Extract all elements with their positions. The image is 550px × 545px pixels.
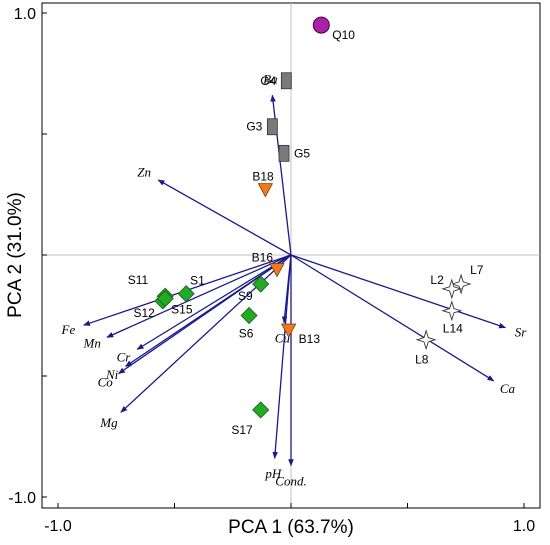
point-label: G5 <box>294 146 310 160</box>
point-label: S15 <box>171 303 193 317</box>
variable-label: Fe <box>61 322 76 337</box>
variable-arrow <box>136 254 292 350</box>
point-label: G4 <box>260 74 276 88</box>
variable-arrow <box>157 179 292 256</box>
variable-arrow <box>290 254 507 329</box>
variable-arrow <box>272 254 292 459</box>
point-label: S11 <box>128 273 149 287</box>
variable-label: Co <box>98 374 114 389</box>
y-tick-label: -1.0 <box>8 490 36 507</box>
axis-ticks: -1.0 1.0 1.0 -1.0 <box>8 6 535 535</box>
point-label: Q10 <box>332 28 355 42</box>
x-axis-title: PCA 1 (63.7%) <box>228 517 354 538</box>
star-marker <box>415 329 437 351</box>
variable-label: Sr <box>515 325 528 340</box>
sample-points <box>154 16 472 419</box>
point-label: S1 <box>190 274 205 288</box>
variable-arrow <box>124 254 292 367</box>
x-tick-label: 1.0 <box>513 518 535 535</box>
square-marker <box>266 118 278 136</box>
square-marker <box>280 72 292 90</box>
diamond-marker <box>156 289 174 308</box>
point-label: B18 <box>252 170 274 184</box>
variable-label: Ba <box>263 71 278 86</box>
x-tick-label: -1.0 <box>44 518 72 535</box>
point-label: B16 <box>252 251 274 265</box>
star-marker <box>450 273 472 295</box>
variable-label: Cond. <box>275 474 306 489</box>
variable-arrow <box>106 254 292 338</box>
point-label: S9 <box>238 289 253 303</box>
point-label: L14 <box>443 322 463 336</box>
diamond-marker <box>252 401 270 419</box>
variable-label: Mg <box>99 415 118 430</box>
triangle-marker <box>269 263 285 278</box>
variable-label: Mn <box>83 336 101 351</box>
point-label: S17 <box>231 423 253 437</box>
y-tick-label: 1.0 <box>14 6 36 23</box>
point-label: L8 <box>415 353 429 367</box>
variable-label: Zn <box>137 164 151 179</box>
point-labels: S1 S11 S12 S15 S9 S6 S17 B18 B16 B13 G4 G3 G5 Q10 L7 L2… <box>128 28 484 437</box>
y-axis-title: PCA 2 (31.0%) <box>5 192 26 318</box>
circle-marker <box>312 16 330 34</box>
diamond-marker <box>177 285 195 303</box>
point-label: L7 <box>470 263 484 277</box>
star-marker <box>441 300 463 322</box>
point-label: G3 <box>246 120 262 134</box>
point-label: S12 <box>133 306 155 320</box>
diamond-marker <box>252 275 270 293</box>
variable-label: pH <box>264 466 282 481</box>
variable-label: Cu <box>275 331 291 346</box>
square-marker <box>278 144 290 162</box>
variable-arrow <box>290 254 495 382</box>
triangle-marker <box>257 183 274 198</box>
triangle-marker <box>281 323 297 338</box>
point-label: L2 <box>430 273 444 287</box>
variable-label: Ca <box>500 381 516 396</box>
star-marker <box>441 278 463 300</box>
point-label: B13 <box>299 332 321 346</box>
variable-label: Cr <box>117 350 132 365</box>
diamond-marker <box>240 306 258 325</box>
variable-label: Ni <box>105 367 119 382</box>
point-label: S6 <box>239 327 254 341</box>
